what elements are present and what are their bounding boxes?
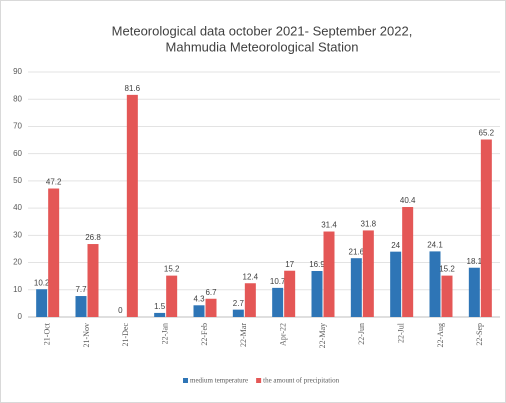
bar	[87, 244, 99, 317]
y-tick-label: 40	[13, 203, 22, 212]
legend-label: the amount of precipitation	[263, 377, 340, 385]
x-tick-label: 22-Jul	[396, 322, 405, 343]
bar	[75, 296, 87, 317]
value-label: 21.6	[349, 247, 365, 256]
value-label: 0	[118, 306, 123, 315]
value-label: 31.8	[361, 220, 377, 229]
x-tick-label: 22-Mar	[239, 323, 248, 347]
bar	[166, 275, 178, 317]
chart-title: Mahmudia Meteorological Station	[166, 39, 359, 54]
bar	[362, 230, 374, 317]
bar	[232, 309, 244, 317]
y-tick-label: 50	[13, 176, 22, 185]
value-label: 12.4	[243, 272, 259, 281]
value-label: 31.4	[321, 221, 337, 230]
value-label: 15.2	[164, 265, 180, 274]
bar	[402, 207, 414, 317]
value-label: 4.3	[193, 294, 205, 303]
y-tick-label: 60	[13, 149, 22, 158]
bar	[350, 258, 362, 317]
legend-swatch	[256, 378, 262, 383]
y-tick-label: 0	[18, 312, 23, 321]
bar	[429, 251, 441, 317]
x-tick-label: 22-Jan	[160, 323, 169, 344]
y-tick-label: 80	[13, 94, 22, 103]
y-tick-label: 90	[13, 67, 22, 76]
bar	[154, 312, 166, 317]
bar	[480, 139, 492, 317]
bar	[205, 298, 217, 317]
value-label: 24.1	[427, 241, 443, 250]
value-label: 16.9	[309, 260, 325, 269]
x-tick-label: 22-Sep	[475, 323, 484, 346]
value-label: 6.7	[205, 288, 217, 297]
y-tick-label: 30	[13, 230, 22, 239]
legend-swatch	[183, 378, 188, 383]
value-label: 81.6	[125, 84, 141, 93]
bar	[48, 188, 60, 317]
value-label: 7.7	[75, 285, 87, 294]
y-tick-label: 20	[13, 258, 22, 267]
x-tick-label: Apr-22	[278, 323, 287, 346]
y-tick-label: 70	[13, 122, 22, 131]
bar	[126, 94, 138, 317]
bar	[390, 251, 402, 317]
value-label: 26.8	[85, 233, 101, 242]
x-tick-label: 21-Nov	[82, 323, 91, 347]
chart-title: Meteorological data october 2021- Septem…	[112, 23, 413, 38]
x-tick-label: 21-Dec	[121, 323, 130, 347]
value-label: 47.2	[46, 178, 62, 187]
x-tick-label: 22-Jun	[357, 323, 366, 345]
value-label: 18.1	[467, 257, 483, 266]
value-label: 40.4	[400, 196, 416, 205]
x-tick-label: 22-Aug	[436, 323, 445, 347]
bar	[284, 270, 296, 317]
value-label: 15.2	[439, 265, 455, 274]
value-label: 10.7	[270, 277, 286, 286]
bar	[193, 305, 205, 317]
x-tick-label: 22-Feb	[200, 323, 209, 346]
value-label: 24	[391, 241, 400, 250]
x-tick-label: 21-Oct	[42, 322, 51, 345]
legend-label: medium temperature	[190, 377, 248, 385]
value-label: 2.7	[233, 299, 245, 308]
value-label: 65.2	[479, 129, 495, 138]
bar	[244, 283, 256, 317]
value-label: 1.5	[154, 302, 166, 311]
bar	[311, 270, 323, 317]
value-label: 10.2	[34, 278, 50, 287]
bar	[36, 289, 48, 317]
y-tick-label: 10	[13, 285, 22, 294]
value-label: 17	[285, 260, 294, 269]
bar	[323, 231, 335, 317]
bar	[468, 267, 480, 317]
bar	[441, 275, 453, 317]
x-tick-label: 22-May	[318, 323, 327, 348]
bar	[272, 287, 284, 317]
